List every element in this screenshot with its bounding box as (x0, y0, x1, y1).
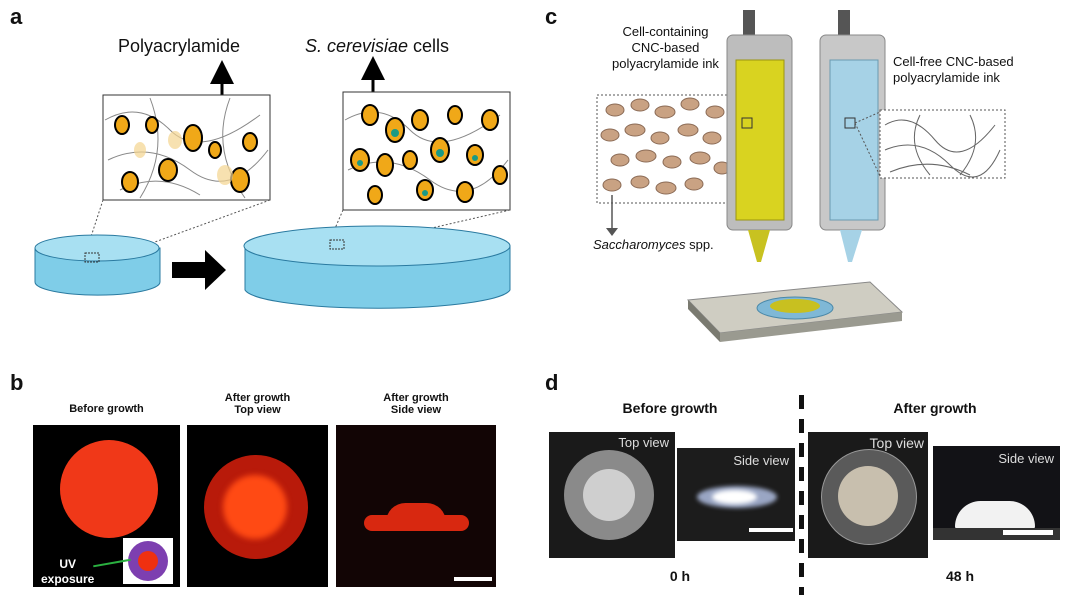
panel-c-label: c (545, 4, 558, 29)
after-growth-top-title: After growth Top view (224, 392, 291, 416)
after-top-view-photo: Top view (808, 432, 928, 558)
scale-bar (454, 577, 492, 581)
hydrogel-disk-after (243, 225, 511, 309)
top-view-label: Top view (869, 435, 924, 451)
cell-containing-ink-label: Cell-containing CNC-based polyacrylamide… (612, 24, 719, 71)
after-growth-side-title: After growth Side view (383, 392, 449, 416)
scale-bar (749, 528, 793, 532)
growth-arrow-icon (172, 250, 226, 290)
species-name: S. cerevisiae (305, 36, 409, 56)
cells-suffix: cells (408, 36, 450, 56)
before-side-view-photo: Side view (677, 448, 795, 541)
side-view-label: Side view (998, 451, 1054, 466)
uv-exposure-label: UV exposure (41, 557, 95, 586)
spp-suffix: spp. (685, 237, 714, 252)
panel-a-label: a (10, 4, 23, 29)
after-side-view-photo: Side view (933, 446, 1060, 540)
genus-name: Saccharomyces (593, 237, 686, 252)
cell-free-ink-label: Cell-free CNC-based polyacrylamide ink (893, 54, 1014, 85)
panel-a-schematic (34, 56, 511, 309)
hydrogel-disk-before (34, 234, 161, 296)
fluorescence-side-view-image (336, 425, 496, 587)
scale-bar (1003, 530, 1053, 535)
time-48h-label: 48 h (945, 568, 974, 584)
divider-dashed-line (799, 395, 804, 595)
time-0h-label: 0 h (669, 568, 691, 584)
before-growth-heading: Before growth (622, 400, 718, 416)
panel-d-label: d (545, 370, 559, 395)
fluorescence-before-image: UV exposure (33, 425, 180, 587)
saccharomyces-label: Saccharomyces spp. (593, 237, 714, 252)
before-top-view-photo: Top view (549, 432, 675, 558)
panel-b-label: b (10, 370, 24, 395)
fluorescence-top-view-image (187, 425, 328, 587)
inset-after (342, 91, 511, 211)
cells-label: S. cerevisiae cells (305, 36, 449, 57)
before-growth-title: Before growth (69, 403, 144, 415)
side-view-label: Side view (733, 453, 789, 468)
inset-before (102, 94, 271, 201)
after-growth-heading: After growth (893, 400, 977, 416)
polyacrylamide-label: Polyacrylamide (118, 36, 241, 56)
top-view-label: Top view (618, 435, 669, 450)
